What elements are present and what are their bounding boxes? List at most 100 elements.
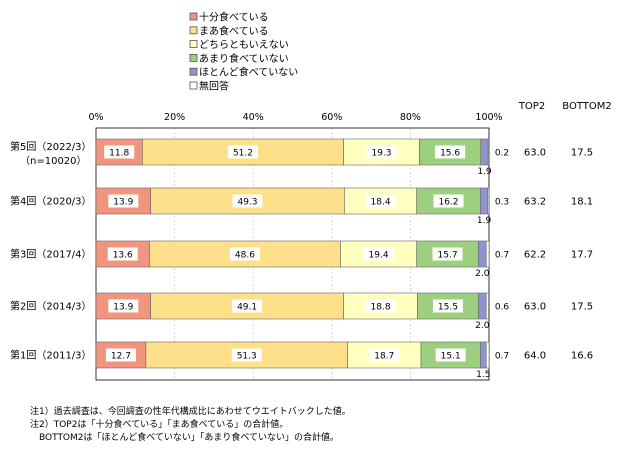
bottom2-value-3: 17.7 [571, 250, 593, 261]
value-label-r3-s6: 0.7 [495, 251, 509, 261]
value-label-box-r4-s4 [432, 299, 463, 313]
top2-value-4: 63.0 [524, 302, 546, 313]
top2-value-1: 63.0 [524, 148, 546, 159]
value-label-box-r1-s4 [435, 145, 466, 159]
legend-label-6: 無回答 [199, 80, 229, 93]
value-label-r1-s5: 1.9 [477, 167, 492, 177]
legend-swatch-5 [189, 67, 198, 76]
x-tick-label-0: 0% [88, 112, 103, 123]
footnote-1: 注1）過去調査は、今回調査の性年代構成比にあわせてウエイトバックした値。 [30, 407, 351, 417]
bar-segment-r4-s6 [485, 292, 489, 320]
value-label-r5-s3: 18.7 [374, 352, 394, 362]
stacked-bar-chart: 十分食べているまあ食べているどちらともいえないあまり食べていないほとんど食べてい… [10, 11, 612, 381]
bar-segment-r1-s5 [480, 138, 489, 166]
legend-swatch-6 [189, 81, 198, 90]
value-label-box-r5-s1 [105, 348, 136, 362]
value-label-r3-s2: 48.6 [235, 251, 255, 261]
bar-segment-r3-s6 [485, 240, 490, 268]
footnote-2: 注2）TOP2は「十分食べている」「まあ食べている」の合計値。 [30, 420, 289, 430]
legend-swatch-4 [189, 54, 198, 62]
legend-swatch-1 [189, 12, 198, 21]
value-label-r4-s5: 2.0 [475, 321, 490, 331]
bottom2-value-1: 17.5 [571, 148, 593, 159]
category-sublabel-1: （n=10020） [20, 155, 87, 167]
value-label-r5-s1: 12.7 [111, 352, 131, 362]
value-label-r4-s1: 13.9 [113, 303, 133, 313]
x-tick-label-4: 80% [400, 112, 421, 123]
legend-swatch-2 [189, 26, 198, 35]
category-label-4: 第2回（2014/3） [10, 300, 92, 313]
top2-value-3: 62.2 [524, 250, 546, 261]
bar-segment-r3-s5 [478, 240, 487, 268]
value-label-box-r2-s2 [232, 194, 263, 208]
x-tick-label-2: 40% [243, 112, 264, 123]
value-label-r2-s4: 16.2 [438, 198, 458, 208]
legend-label-1: 十分食べている [199, 11, 269, 24]
value-label-r3-s5: 2.0 [475, 269, 490, 279]
bar-segment-r2-s5 [480, 187, 489, 215]
top2-value-2: 63.2 [524, 197, 546, 208]
bar-segment-r5-s5 [480, 341, 487, 369]
bottom2-value-2: 18.1 [571, 197, 593, 208]
legend-label-4: あまり食べていない [199, 52, 289, 65]
x-tick-label-1: 20% [164, 112, 185, 123]
bottom2-value-4: 17.5 [571, 302, 593, 313]
category-label-1: 第5回（2022/3） [10, 140, 92, 153]
value-label-box-r3-s2 [229, 247, 260, 261]
value-label-r4-s2: 49.1 [237, 303, 257, 313]
bar-segment-r4-s5 [478, 292, 487, 320]
value-label-box-r3-s1 [107, 247, 138, 261]
value-label-r2-s1: 13.9 [113, 198, 133, 208]
bar-segment-r2-s6 [487, 187, 490, 215]
bottom2-header: BOTTOM2 [562, 101, 611, 112]
top2-value-5: 64.0 [524, 351, 546, 362]
bottom2-value-5: 16.6 [571, 351, 593, 362]
bar-segment-r1-s6 [487, 138, 490, 166]
footnote-3: BOTTOM2は「ほとんど食べていない」「あまり食べていない」の合計値。 [30, 433, 340, 443]
value-label-box-r4-s2 [232, 299, 263, 313]
legend-swatch-3 [189, 40, 198, 48]
value-label-r5-s2: 51.3 [237, 352, 257, 362]
value-label-r4-s3: 18.8 [371, 303, 391, 313]
value-label-box-r3-s4 [432, 247, 463, 261]
value-label-r4-s4: 15.5 [438, 303, 458, 313]
value-label-r5-s6: 0.7 [495, 352, 509, 362]
category-label-3: 第3回（2017/4） [10, 248, 92, 261]
value-label-r2-s2: 49.3 [237, 198, 257, 208]
value-label-r1-s4: 15.6 [440, 149, 460, 159]
x-tick-label-3: 60% [321, 112, 342, 123]
value-label-box-r5-s2 [231, 348, 262, 362]
value-label-box-r2-s1 [108, 194, 139, 208]
value-label-r3-s4: 15.7 [438, 251, 458, 261]
value-label-r2-s3: 18.4 [371, 198, 391, 208]
category-label-2: 第4回（2020/3） [10, 195, 92, 208]
value-label-box-r2-s4 [433, 194, 464, 208]
x-tick-label-5: 100% [475, 112, 502, 123]
footnotes: 注1）過去調査は、今回調査の性年代構成比にあわせてウエイトバックした値。 注2）… [30, 406, 351, 445]
top2-header: TOP2 [518, 101, 545, 112]
value-label-box-r3-s3 [363, 247, 394, 261]
category-label-5: 第1回（2011/3） [10, 349, 92, 362]
value-label-r2-s6: 0.3 [495, 198, 509, 208]
value-label-r1-s6: 0.2 [495, 149, 509, 159]
bar-segment-r2-s1 [95, 187, 151, 215]
value-label-r4-s6: 0.6 [495, 303, 510, 313]
value-label-box-r5-s3 [369, 348, 400, 362]
value-label-r1-s2: 51.2 [233, 149, 253, 159]
value-label-r3-s3: 19.4 [369, 251, 389, 261]
value-label-box-r4-s3 [365, 299, 396, 313]
value-label-r2-s5: 1.9 [477, 216, 492, 226]
value-label-box-r5-s4 [435, 348, 466, 362]
value-label-box-r1-s1 [104, 145, 135, 159]
legend-label-5: ほとんど食べていない [199, 66, 298, 79]
bar-segment-r5-s6 [485, 341, 490, 369]
legend-label-3: どちらともいえない [199, 39, 289, 51]
value-label-box-r4-s1 [108, 299, 139, 313]
value-label-box-r1-s2 [227, 145, 258, 159]
value-label-r1-s3: 19.3 [371, 149, 391, 159]
value-label-r3-s1: 13.6 [113, 251, 133, 261]
value-label-r1-s1: 11.8 [109, 149, 129, 159]
legend-label-2: まあ食べている [199, 24, 269, 37]
value-label-r5-s5: 1.5 [476, 370, 490, 380]
value-label-box-r1-s3 [366, 145, 397, 159]
